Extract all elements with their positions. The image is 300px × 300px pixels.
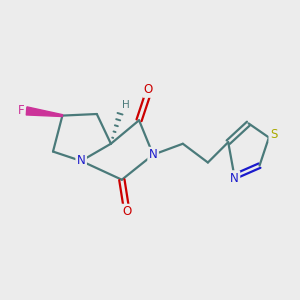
Text: N: N <box>77 154 85 167</box>
Text: S: S <box>270 128 277 142</box>
Text: H: H <box>122 100 130 110</box>
Text: F: F <box>17 104 24 117</box>
Text: O: O <box>122 205 131 218</box>
Text: N: N <box>149 148 158 161</box>
Text: O: O <box>144 83 153 96</box>
Text: N: N <box>230 172 239 185</box>
Polygon shape <box>26 107 62 116</box>
